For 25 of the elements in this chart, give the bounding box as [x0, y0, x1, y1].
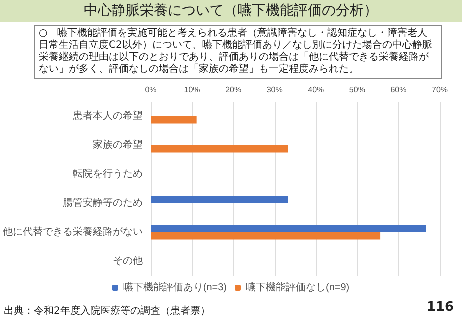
- bar: [151, 146, 288, 153]
- legend-label: 嚥下機能評価あり(n=3): [123, 282, 227, 294]
- x-tick-label: 40%: [308, 86, 324, 94]
- x-tick-label: 70%: [432, 86, 448, 94]
- legend-label: 嚥下機能評価なし(n=9): [246, 282, 350, 294]
- x-tick-label: 0%: [145, 86, 157, 94]
- y-tick-label: その他: [113, 255, 143, 267]
- y-tick-label: 腸管安静等のため: [63, 197, 143, 209]
- chart-title: 中心静脈栄養について（嚥下機能評価の分析）: [0, 0, 462, 22]
- bar: [151, 196, 288, 204]
- source-note: 出典：令和2年度入院医療等の調査（患者票）: [4, 304, 210, 318]
- bar: [151, 225, 426, 232]
- y-tick-label: 患者本人の希望: [72, 110, 143, 122]
- y-tick-label: 転院を行うため: [73, 168, 143, 180]
- x-tick-label: 50%: [349, 86, 366, 94]
- x-tick-label: 30%: [266, 86, 283, 94]
- y-tick-label: 他に代替できる栄養経路がない: [3, 226, 143, 238]
- bar: [151, 232, 381, 240]
- bar: [151, 116, 197, 124]
- chart-subtitle: ○ 嚥下機能評価を実施可能と考えられる患者（意識障害なし・認知症なし・障害老人日常生活自立度C2以外）について、嚥下機能評価あり／なし別に分けた場合の中心静脈栄養継続の理由は以下のとおりであり、評価ありの場合は「他に代替できる栄養経路がない」が多く、評価なしの場合は「家族の希望」も一定程度みられた。: [34, 25, 442, 79]
- x-tick-label: 20%: [226, 86, 242, 94]
- x-tick-label: 60%: [390, 86, 407, 94]
- y-tick-label: 家族の希望: [93, 139, 143, 151]
- text: 116: [426, 300, 454, 315]
- x-tick-label: 10%: [184, 86, 200, 94]
